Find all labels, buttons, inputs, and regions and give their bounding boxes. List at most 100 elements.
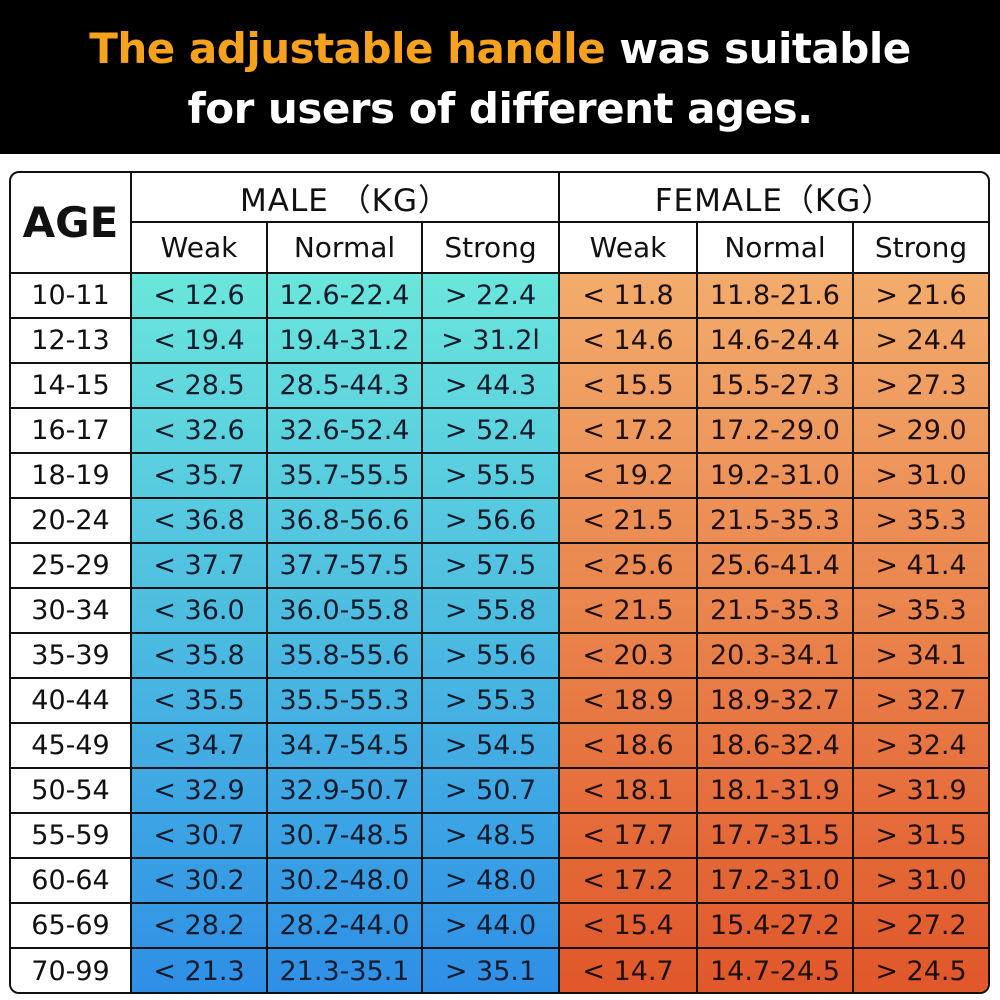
headline-banner: The adjustable handle was suitable for u… xyxy=(0,0,1000,154)
age-cell: 12-13 xyxy=(11,317,132,364)
male-normal-cell: 30.7-48.5 xyxy=(266,812,423,859)
age-cell: 50-54 xyxy=(11,767,132,814)
female-weak-cell: < 19.2 xyxy=(558,452,698,499)
male-strong-cell: > 35.1 xyxy=(421,947,560,992)
age-cell: 65-69 xyxy=(11,902,132,949)
female-weak-cell: < 17.2 xyxy=(558,407,698,454)
male-header: MALE （KG） xyxy=(130,173,560,223)
female-weak-header: Weak xyxy=(558,221,698,274)
male-normal-cell: 36.0-55.8 xyxy=(266,587,423,634)
female-strong-cell: > 34.1 xyxy=(852,632,988,679)
male-strong-cell: > 48.5 xyxy=(421,812,560,859)
male-normal-cell: 28.5-44.3 xyxy=(266,362,423,409)
female-weak-cell: < 14.6 xyxy=(558,317,698,364)
table-row: 40-44 < 35.5 35.5-55.3 > 55.3 < 18.9 18.9-32.… xyxy=(11,677,988,724)
table-row: 50-54 < 32.9 32.9-50.7 > 50.7 < 18.1 18.1-31.… xyxy=(11,767,988,814)
female-normal-cell: 18.1-31.9 xyxy=(696,767,854,814)
female-weak-cell: < 18.6 xyxy=(558,722,698,769)
female-weak-cell: < 15.4 xyxy=(558,902,698,949)
table-row: 25-29 < 37.7 37.7-57.5 > 57.5 < 25.6 25.6-41.… xyxy=(11,542,988,589)
female-strong-cell: > 29.0 xyxy=(852,407,988,454)
age-cell: 10-11 xyxy=(11,273,132,319)
female-normal-cell: 14.6-24.4 xyxy=(696,317,854,364)
female-normal-cell: 15.5-27.3 xyxy=(696,362,854,409)
age-cell: 35-39 xyxy=(11,632,132,679)
female-weak-cell: < 11.8 xyxy=(558,273,698,319)
female-weak-cell: < 17.7 xyxy=(558,812,698,859)
female-strong-cell: > 41.4 xyxy=(852,542,988,589)
male-normal-cell: 35.7-55.5 xyxy=(266,452,423,499)
female-strong-cell: > 35.3 xyxy=(852,587,988,634)
female-weak-cell: < 15.5 xyxy=(558,362,698,409)
male-weak-cell: < 34.7 xyxy=(130,722,268,769)
male-normal-cell: 28.2-44.0 xyxy=(266,902,423,949)
female-weak-cell: < 21.5 xyxy=(558,587,698,634)
female-normal-cell: 25.6-41.4 xyxy=(696,542,854,589)
male-strong-header: Strong xyxy=(421,221,560,274)
male-weak-cell: < 37.7 xyxy=(130,542,268,589)
female-strong-cell: > 31.0 xyxy=(852,452,988,499)
grip-strength-table: AGE MALE （KG） FEMALE（KG） Weak Normal Str… xyxy=(9,171,990,994)
male-strong-cell: > 55.3 xyxy=(421,677,560,724)
male-normal-cell: 36.8-56.6 xyxy=(266,497,423,544)
male-strong-cell: > 22.4 xyxy=(421,273,560,319)
female-weak-cell: < 17.2 xyxy=(558,857,698,904)
female-normal-cell: 17.2-29.0 xyxy=(696,407,854,454)
female-normal-cell: 21.5-35.3 xyxy=(696,497,854,544)
male-strong-cell: > 48.0 xyxy=(421,857,560,904)
headline-line-1: The adjustable handle was suitable xyxy=(0,19,1000,79)
male-weak-cell: < 21.3 xyxy=(130,947,268,992)
table-row: 30-34 < 36.0 36.0-55.8 > 55.8 < 21.5 21.5-35.… xyxy=(11,587,988,634)
age-cell: 45-49 xyxy=(11,722,132,769)
male-weak-cell: < 19.4 xyxy=(130,317,268,364)
male-weak-cell: < 28.5 xyxy=(130,362,268,409)
female-strong-header: Strong xyxy=(852,221,988,274)
male-normal-cell: 34.7-54.5 xyxy=(266,722,423,769)
table-row: 35-39 < 35.8 35.8-55.6 > 55.6 < 20.3 20.3-34.… xyxy=(11,632,988,679)
female-strong-cell: > 32.4 xyxy=(852,722,988,769)
table-row: 65-69 < 28.2 28.2-44.0 > 44.0 < 15.4 15.4-27.… xyxy=(11,902,988,949)
female-strong-cell: > 32.7 xyxy=(852,677,988,724)
female-strong-cell: > 35.3 xyxy=(852,497,988,544)
female-strong-cell: > 21.6 xyxy=(852,273,988,319)
female-normal-cell: 11.8-21.6 xyxy=(696,273,854,319)
age-cell: 60-64 xyxy=(11,857,132,904)
male-strong-cell: > 44.3 xyxy=(421,362,560,409)
male-weak-cell: < 36.0 xyxy=(130,587,268,634)
male-weak-cell: < 30.7 xyxy=(130,812,268,859)
male-normal-cell: 32.6-52.4 xyxy=(266,407,423,454)
table-row: 14-15 < 28.5 28.5-44.3 > 44.3 < 15.5 15.5-27.… xyxy=(11,362,988,409)
male-weak-cell: < 35.7 xyxy=(130,452,268,499)
female-normal-cell: 17.2-31.0 xyxy=(696,857,854,904)
male-strong-cell: > 44.0 xyxy=(421,902,560,949)
table-row: 60-64 < 30.2 30.2-48.0 > 48.0 < 17.2 17.2-31.… xyxy=(11,857,988,904)
male-normal-cell: 21.3-35.1 xyxy=(266,947,423,992)
male-strong-cell: > 55.5 xyxy=(421,452,560,499)
male-weak-cell: < 36.8 xyxy=(130,497,268,544)
female-normal-cell: 17.7-31.5 xyxy=(696,812,854,859)
male-strong-cell: > 50.7 xyxy=(421,767,560,814)
headline-line-2: for users of different ages. xyxy=(187,84,813,133)
female-normal-cell: 19.2-31.0 xyxy=(696,452,854,499)
female-normal-cell: 20.3-34.1 xyxy=(696,632,854,679)
age-cell: 16-17 xyxy=(11,407,132,454)
female-normal-cell: 18.9-32.7 xyxy=(696,677,854,724)
table-row: 45-49 < 34.7 34.7-54.5 > 54.5 < 18.6 18.6-32.… xyxy=(11,722,988,769)
age-cell: 18-19 xyxy=(11,452,132,499)
table-row: 12-13 < 19.4 19.4-31.2 > 31.2l < 14.6 14.6-24… xyxy=(11,317,988,364)
female-weak-cell: < 20.3 xyxy=(558,632,698,679)
female-weak-cell: < 21.5 xyxy=(558,497,698,544)
table-body: 10-11 < 12.6 12.6-22.4 > 22.4 < 11.8 11.8-21.… xyxy=(11,273,988,992)
male-strong-cell: > 55.6 xyxy=(421,632,560,679)
male-weak-header: Weak xyxy=(131,221,268,274)
male-strong-cell: > 52.4 xyxy=(421,407,560,454)
age-cell: 14-15 xyxy=(11,362,132,409)
headline-highlight: The adjustable handle xyxy=(89,24,606,73)
male-normal-cell: 35.5-55.3 xyxy=(266,677,423,724)
female-strong-cell: > 31.9 xyxy=(852,767,988,814)
female-strong-cell: > 27.2 xyxy=(852,902,988,949)
male-strong-cell: > 55.8 xyxy=(421,587,560,634)
headline-rest: was suitable xyxy=(605,24,911,73)
table-row: 16-17 < 32.6 32.6-52.4 > 52.4 < 17.2 17.2-29.… xyxy=(11,407,988,454)
male-strong-cell: > 56.6 xyxy=(421,497,560,544)
